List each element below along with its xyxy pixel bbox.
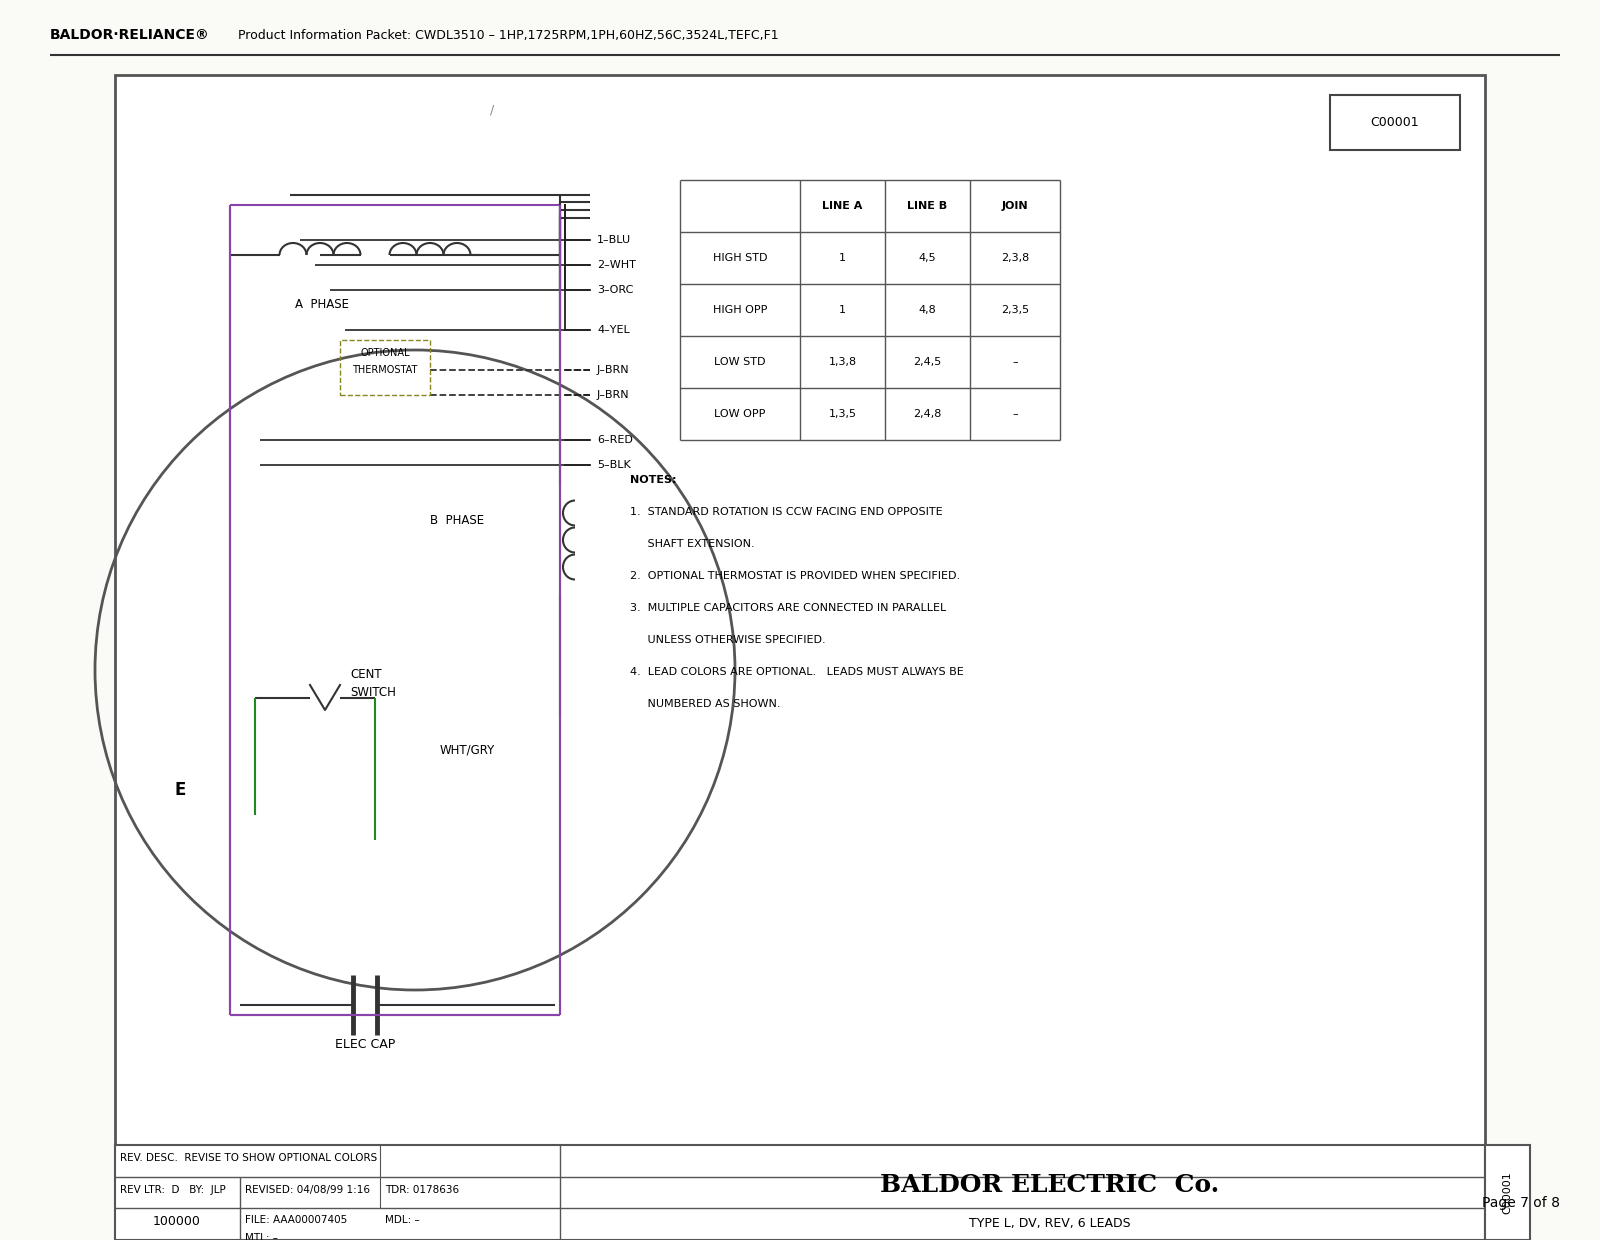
Text: 1.  STANDARD ROTATION IS CCW FACING END OPPOSITE: 1. STANDARD ROTATION IS CCW FACING END O… bbox=[630, 507, 942, 517]
Text: 6–RED: 6–RED bbox=[597, 435, 634, 445]
Text: –: – bbox=[1013, 409, 1018, 419]
Text: BALDOR·RELIANCE®: BALDOR·RELIANCE® bbox=[50, 29, 210, 42]
Text: B  PHASE: B PHASE bbox=[430, 513, 485, 527]
Text: 4,5: 4,5 bbox=[918, 253, 936, 263]
Text: 2,3,8: 2,3,8 bbox=[1002, 253, 1029, 263]
Text: C00001: C00001 bbox=[1502, 1171, 1512, 1214]
Text: LOW STD: LOW STD bbox=[714, 357, 766, 367]
Text: HIGH OPP: HIGH OPP bbox=[714, 305, 766, 315]
Text: TDR: 0178636: TDR: 0178636 bbox=[386, 1185, 459, 1195]
Text: –: – bbox=[1013, 357, 1018, 367]
Text: NOTES:: NOTES: bbox=[630, 475, 677, 485]
Text: 1–BLU: 1–BLU bbox=[597, 236, 630, 246]
Text: 3–ORC: 3–ORC bbox=[597, 285, 634, 295]
Text: Product Information Packet: CWDL3510 – 1HP,1725RPM,1PH,60HZ,56C,3524L,TEFC,F1: Product Information Packet: CWDL3510 – 1… bbox=[230, 29, 779, 41]
Text: MDL: –: MDL: – bbox=[386, 1215, 419, 1225]
Text: NUMBERED AS SHOWN.: NUMBERED AS SHOWN. bbox=[630, 699, 781, 709]
Text: A  PHASE: A PHASE bbox=[294, 299, 349, 311]
Text: 2,4,5: 2,4,5 bbox=[914, 357, 942, 367]
Text: JOIN: JOIN bbox=[1002, 201, 1029, 211]
Text: Page 7 of 8: Page 7 of 8 bbox=[1482, 1197, 1560, 1210]
Text: HIGH STD: HIGH STD bbox=[712, 253, 768, 263]
Text: /: / bbox=[490, 103, 494, 117]
Text: OPTIONAL: OPTIONAL bbox=[360, 348, 410, 358]
Text: J–BRN: J–BRN bbox=[597, 365, 630, 374]
Text: 4,8: 4,8 bbox=[918, 305, 936, 315]
Text: 5–BLK: 5–BLK bbox=[597, 460, 630, 470]
Text: 2,4,8: 2,4,8 bbox=[914, 409, 942, 419]
Bar bbox=[115, 1145, 1485, 1240]
Text: UNLESS OTHERWISE SPECIFIED.: UNLESS OTHERWISE SPECIFIED. bbox=[630, 635, 826, 645]
Text: WHT/GRY: WHT/GRY bbox=[440, 744, 496, 756]
Text: 2.  OPTIONAL THERMOSTAT IS PROVIDED WHEN SPECIFIED.: 2. OPTIONAL THERMOSTAT IS PROVIDED WHEN … bbox=[630, 570, 960, 582]
Bar bbox=[1330, 95, 1459, 150]
Text: J–BRN: J–BRN bbox=[597, 391, 630, 401]
Text: REV LTR:  D   BY:  JLP: REV LTR: D BY: JLP bbox=[120, 1185, 226, 1195]
Text: REVISED: 04/08/99 1:16: REVISED: 04/08/99 1:16 bbox=[245, 1185, 370, 1195]
Text: LINE A: LINE A bbox=[822, 201, 862, 211]
Text: ELEC CAP: ELEC CAP bbox=[334, 1039, 395, 1052]
Text: TYPE L, DV, REV, 6 LEADS: TYPE L, DV, REV, 6 LEADS bbox=[970, 1216, 1131, 1230]
Bar bbox=[1485, 1145, 1530, 1240]
Text: 100000: 100000 bbox=[154, 1215, 202, 1228]
Text: LOW OPP: LOW OPP bbox=[714, 409, 766, 419]
Text: MTL: –: MTL: – bbox=[245, 1233, 278, 1240]
Text: 1: 1 bbox=[838, 253, 846, 263]
Text: 4–YEL: 4–YEL bbox=[597, 325, 630, 335]
Bar bbox=[115, 74, 1485, 1145]
Text: 2,3,5: 2,3,5 bbox=[1002, 305, 1029, 315]
Text: CENT: CENT bbox=[350, 668, 382, 682]
Text: THERMOSTAT: THERMOSTAT bbox=[352, 365, 418, 374]
Text: BALDOR ELECTRIC  Co.: BALDOR ELECTRIC Co. bbox=[880, 1173, 1219, 1197]
Text: E: E bbox=[174, 781, 186, 799]
Text: FILE: AAA00007405: FILE: AAA00007405 bbox=[245, 1215, 347, 1225]
Text: 1,3,8: 1,3,8 bbox=[829, 357, 856, 367]
Text: 2–WHT: 2–WHT bbox=[597, 260, 635, 270]
Text: 3.  MULTIPLE CAPACITORS ARE CONNECTED IN PARALLEL: 3. MULTIPLE CAPACITORS ARE CONNECTED IN … bbox=[630, 603, 946, 613]
Text: SHAFT EXTENSION.: SHAFT EXTENSION. bbox=[630, 539, 755, 549]
Bar bbox=[339, 340, 430, 396]
Text: 1,3,5: 1,3,5 bbox=[829, 409, 856, 419]
Text: LINE B: LINE B bbox=[907, 201, 947, 211]
Text: 1: 1 bbox=[838, 305, 846, 315]
Text: 4.  LEAD COLORS ARE OPTIONAL.   LEADS MUST ALWAYS BE: 4. LEAD COLORS ARE OPTIONAL. LEADS MUST … bbox=[630, 667, 963, 677]
Text: REV. DESC.  REVISE TO SHOW OPTIONAL COLORS: REV. DESC. REVISE TO SHOW OPTIONAL COLOR… bbox=[120, 1153, 378, 1163]
Text: SWITCH: SWITCH bbox=[350, 687, 395, 699]
Text: C00001: C00001 bbox=[1371, 117, 1419, 129]
